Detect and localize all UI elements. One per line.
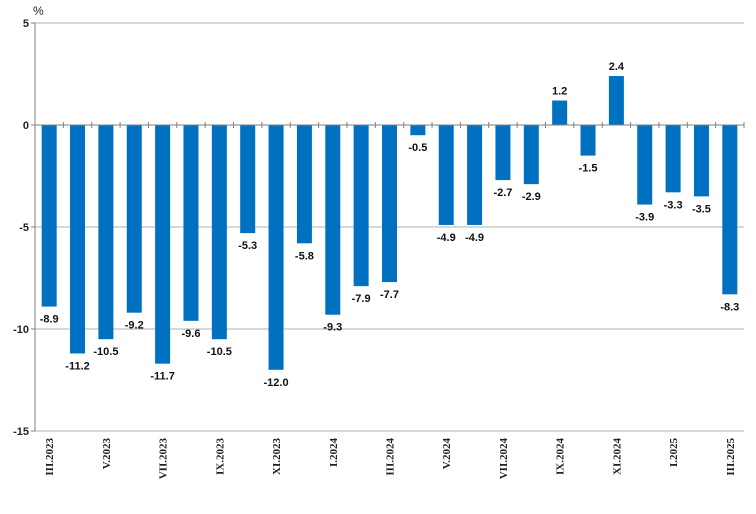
bar: [325, 125, 341, 315]
bar: [608, 76, 624, 125]
bar: [211, 125, 227, 340]
x-tick-label: V.2023: [101, 438, 113, 470]
y-tick-label: -15: [13, 426, 29, 438]
bar: [580, 125, 596, 156]
data-label: 2.4: [609, 61, 625, 73]
x-tick-label: I.2025: [668, 438, 680, 468]
data-label: -2.7: [493, 187, 512, 199]
y-tick-label: -10: [13, 324, 29, 336]
y-tick-label: 5: [23, 18, 29, 30]
data-label: -10.5: [93, 346, 118, 358]
x-tick-label: V.2024: [441, 438, 453, 470]
x-tick-label: III.2023: [44, 438, 56, 476]
x-tick-label: VII.2023: [158, 438, 170, 480]
bar: [155, 125, 171, 364]
data-label: -3.5: [692, 203, 711, 215]
bar: [552, 100, 568, 125]
bar: [70, 125, 86, 354]
data-label: 1.2: [552, 86, 567, 98]
bar: [693, 125, 709, 197]
bar: [41, 125, 57, 307]
y-axis-unit-label: %: [33, 4, 44, 18]
data-label: -1.5: [579, 163, 598, 175]
y-axis-ticks: 5 0 -5 -10 -15: [13, 18, 35, 438]
data-label: -12.0: [264, 377, 289, 389]
data-label: -2.9: [522, 191, 541, 203]
y-tick-label: 0: [23, 120, 29, 132]
bar: [523, 125, 539, 185]
data-label: -10.5: [207, 346, 232, 358]
data-label: -9.3: [323, 322, 342, 334]
bar: [240, 125, 256, 234]
x-tick-label: III.2024: [385, 438, 397, 476]
data-labels: -8.9 -11.2 -10.5 -9.2 -11.7 -9.6 -10.5 -5.3 -12.…: [40, 61, 740, 389]
data-label: -3.3: [664, 199, 683, 211]
bar: [382, 125, 397, 283]
data-label: -7.7: [380, 289, 399, 301]
axes: [34, 23, 744, 431]
data-label: -8.3: [720, 301, 739, 313]
data-label: -4.9: [465, 232, 484, 244]
bar: [126, 125, 142, 313]
data-label: -7.9: [352, 293, 371, 305]
data-label: -4.9: [437, 232, 456, 244]
data-label: -5.3: [238, 240, 257, 252]
bar: [467, 125, 483, 225]
bar: [438, 125, 454, 225]
x-tick-label: IX.2024: [555, 438, 567, 475]
bar: [665, 125, 681, 193]
data-label: -9.6: [181, 328, 200, 340]
data-label: -11.7: [150, 371, 174, 383]
data-label: -11.2: [65, 360, 89, 372]
bar: [268, 125, 284, 370]
bars: [41, 76, 738, 370]
bar: [296, 125, 312, 244]
bar: [495, 125, 511, 181]
data-label: -9.2: [125, 320, 144, 332]
data-label: -5.8: [295, 250, 314, 262]
bar: [410, 125, 426, 136]
bar: [722, 125, 738, 295]
data-label: -0.5: [408, 142, 427, 154]
x-tick-label: III.2025: [725, 438, 737, 476]
bar: [98, 125, 114, 340]
gridlines: [35, 22, 744, 432]
y-tick-label: -5: [19, 222, 29, 234]
x-tick-label: XI.2024: [611, 438, 623, 475]
bar: [353, 125, 369, 287]
x-tick-label: I.2024: [328, 438, 340, 468]
bar: [183, 125, 199, 321]
x-tick-label: VII.2024: [498, 438, 510, 480]
data-label: -3.9: [635, 212, 654, 224]
data-label: -8.9: [40, 314, 59, 326]
bar: [637, 125, 653, 205]
x-axis-tick-labels: III.2023 V.2023 VII.2023 IX.2023 XI.2023 I.20…: [34, 122, 745, 480]
x-tick-label: IX.2023: [214, 438, 226, 475]
x-tick-label: XI.2023: [271, 438, 283, 475]
